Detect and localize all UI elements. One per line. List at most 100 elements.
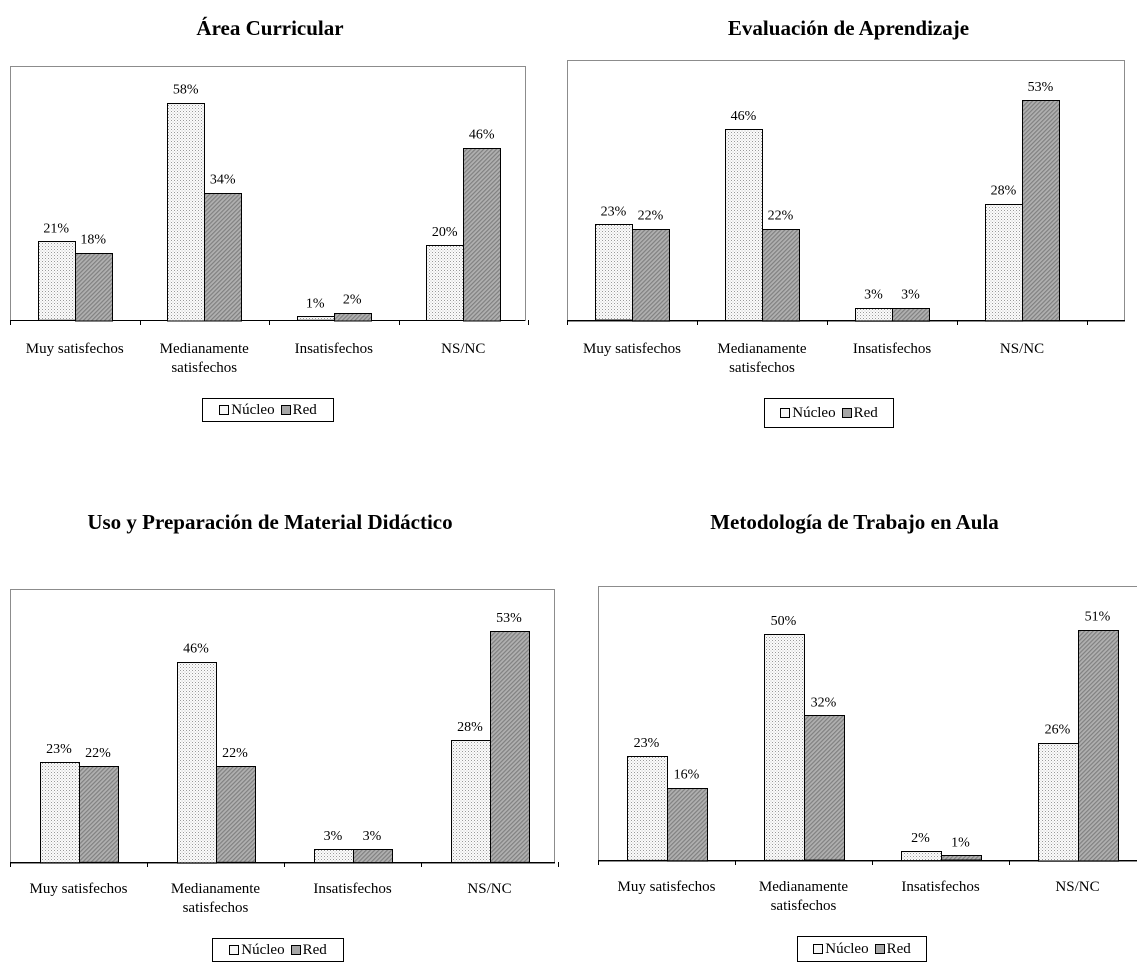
category-label-line: Insatisfechos: [901, 879, 980, 895]
data-label: 21%: [43, 221, 69, 236]
category-label: Medianamente satisfechos: [140, 340, 270, 378]
legend-label: Núcleo: [241, 941, 285, 958]
bar-red: [1078, 630, 1119, 862]
bar-nucleo: [167, 103, 205, 322]
legend: Núcleo Red: [797, 936, 927, 962]
legend-label: Núcleo: [231, 401, 275, 418]
chart-evaluacion-aprendizaje: Evaluación de Aprendizaje 23% 22% 46% 22% 3%…: [560, 0, 1137, 450]
bar-nucleo: [764, 634, 805, 861]
category-label: Muy satisfechos: [567, 340, 697, 359]
category-label-line: satisfechos: [182, 900, 249, 916]
legend: Núcleo Red: [764, 398, 894, 428]
bar-plot: 21% 18% 58% 34% 1% 2% 20% 46%: [10, 83, 529, 325]
plot-frame: [10, 589, 555, 864]
category-label-line: Medianamente: [159, 341, 249, 357]
bar-red: [1022, 100, 1060, 322]
chart-metodologia-trabajo-aula: Metodología de Trabajo en Aula 23% 16% 50%…: [580, 490, 1137, 976]
bar-red: [75, 253, 113, 322]
bar-plot: 23% 16% 50% 32% 2% 1% 26% 51%: [598, 610, 1137, 865]
bar-red: [334, 313, 372, 322]
legend-swatch-nucleo: [813, 944, 824, 954]
category-label-line: NS/NC: [1055, 879, 1100, 895]
legend-item-nucleo: Núcleo: [780, 404, 836, 422]
bar-nucleo: [901, 851, 942, 862]
category-label-line: Medianamente: [758, 879, 849, 895]
bar-red: [804, 715, 845, 861]
legend-item-nucleo: Núcleo: [813, 940, 869, 958]
plot-frame: [598, 586, 1137, 862]
category-label-line: Insatisfechos: [313, 881, 392, 897]
legend-item-nucleo: Núcleo: [229, 941, 285, 959]
chart-title: Área Curricular: [196, 16, 344, 40]
legend-item-red: Red: [874, 941, 911, 958]
bar-nucleo: [1038, 743, 1079, 862]
data-label: 3%: [864, 288, 883, 303]
category-label: NS/NC: [957, 340, 1087, 359]
data-label: 16%: [674, 768, 700, 783]
category-label: Insatisfechos: [284, 880, 421, 899]
data-label: 32%: [811, 695, 837, 710]
data-label: 53%: [1028, 80, 1054, 95]
bar-nucleo: [426, 245, 464, 321]
plot-frame: [567, 60, 1125, 322]
data-label: 1%: [951, 835, 970, 850]
legend-item-red: Red: [290, 942, 327, 959]
bar-nucleo: [38, 241, 76, 321]
bar-nucleo: [595, 224, 633, 321]
chart-title: Uso y Preparación de Material Didáctico: [87, 510, 453, 534]
chart-area-curricular: Área Curricular 21% 18% 58% 34% 1% 2% 20% 46% M…: [0, 0, 540, 450]
data-label: 3%: [901, 288, 920, 303]
bar-nucleo: [725, 129, 763, 322]
category-label: Insatisfechos: [872, 878, 1009, 897]
bar-red: [667, 788, 708, 862]
legend-swatch-red: [874, 944, 885, 954]
bar-red: [216, 766, 256, 863]
data-label: 3%: [324, 829, 343, 844]
legend-swatch-nucleo: [219, 405, 230, 415]
bar-red: [632, 229, 670, 322]
legend-label: Núcleo: [825, 940, 869, 957]
bar-red: [204, 193, 242, 322]
data-label: 20%: [432, 225, 458, 240]
bar-nucleo: [314, 849, 354, 864]
category-label-line: satisfechos: [770, 898, 837, 914]
bar-plot: 23% 22% 46% 22% 3% 3% 28% 53%: [10, 611, 559, 867]
category-label-line: Medianamente: [170, 881, 261, 897]
category-label-line: Muy satisfechos: [617, 879, 716, 895]
legend-label: Núcleo: [792, 404, 836, 421]
legend-label: Red: [853, 404, 878, 421]
legend: Núcleo Red: [202, 398, 334, 422]
category-label-line: Muy satisfechos: [25, 341, 124, 357]
bar-nucleo: [177, 662, 217, 864]
data-label: 18%: [80, 233, 106, 248]
data-label: 1%: [306, 296, 325, 311]
category-label-line: Muy satisfechos: [583, 341, 681, 357]
data-label: 46%: [731, 109, 757, 124]
category-label-line: Muy satisfechos: [29, 881, 128, 897]
legend-swatch-red: [841, 408, 852, 418]
bar-red: [490, 631, 530, 863]
data-label: 34%: [210, 173, 236, 188]
data-label: 58%: [173, 83, 199, 98]
category-label: Insatisfechos: [827, 340, 957, 359]
chart-uso-material-didactico: Uso y Preparación de Material Didáctico …: [0, 490, 560, 976]
bar-plot: 23% 22% 46% 22% 3% 3% 28% 53%: [567, 80, 1125, 325]
legend-swatch-red: [280, 405, 291, 415]
category-label: Muy satisfechos: [598, 878, 735, 897]
category-label: Muy satisfechos: [10, 880, 147, 899]
bar-nucleo: [451, 740, 491, 863]
bar-nucleo: [40, 762, 80, 864]
data-label: 2%: [343, 293, 362, 308]
legend-swatch-red: [290, 945, 301, 955]
data-label: 3%: [363, 829, 382, 844]
bar-red: [941, 855, 982, 861]
data-label: 22%: [638, 209, 664, 224]
bar-nucleo: [297, 316, 335, 321]
bar-red: [762, 229, 800, 322]
data-label: 23%: [601, 204, 627, 219]
category-label: Medianamente satisfechos: [697, 340, 827, 378]
data-label: 50%: [771, 614, 797, 629]
chart-title: Metodología de Trabajo en Aula: [710, 510, 999, 534]
data-label: 22%: [85, 746, 111, 761]
data-label: 28%: [457, 720, 483, 735]
